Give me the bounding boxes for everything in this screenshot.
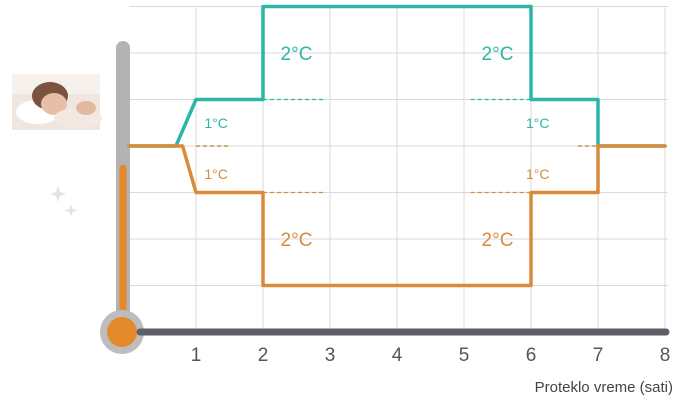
x-tick-label: 7 [593, 345, 604, 366]
series-line-2 [127, 144, 667, 288]
x-tick-label: 2 [258, 345, 269, 366]
sleeping-person-photo [12, 74, 102, 130]
x-tick-label: 8 [660, 345, 671, 366]
annotation-label: 2°C [482, 44, 514, 65]
series-line-1 [127, 4, 667, 148]
annotation-label: 2°C [281, 44, 313, 65]
x-axis-label: Proteklo vreme (sati) [535, 379, 673, 396]
x-tick-label: 1 [191, 345, 202, 366]
moon-stars-icon [37, 186, 78, 230]
x-tick-label: 4 [392, 345, 403, 366]
x-tick-label: 6 [526, 345, 537, 366]
annotation-label: 1°C [526, 166, 550, 182]
annotation-label: 1°C [526, 115, 550, 131]
annotations: 2°C 2°C 1°C 1°C 1°C 1°C 2°C 2°C [204, 44, 549, 251]
x-tick-label: 5 [459, 345, 470, 366]
x-tick-labels: 1 2 3 4 5 6 7 8 [191, 345, 671, 366]
annotation-label: 1°C [204, 166, 228, 182]
thermometer-icon [100, 41, 144, 354]
x-tick-label: 3 [325, 345, 336, 366]
annotation-label: 1°C [204, 115, 228, 131]
reference-dashes [196, 98, 598, 194]
annotation-label: 2°C [281, 230, 313, 251]
annotation-label: 2°C [482, 230, 514, 251]
series-lines [127, 4, 667, 288]
